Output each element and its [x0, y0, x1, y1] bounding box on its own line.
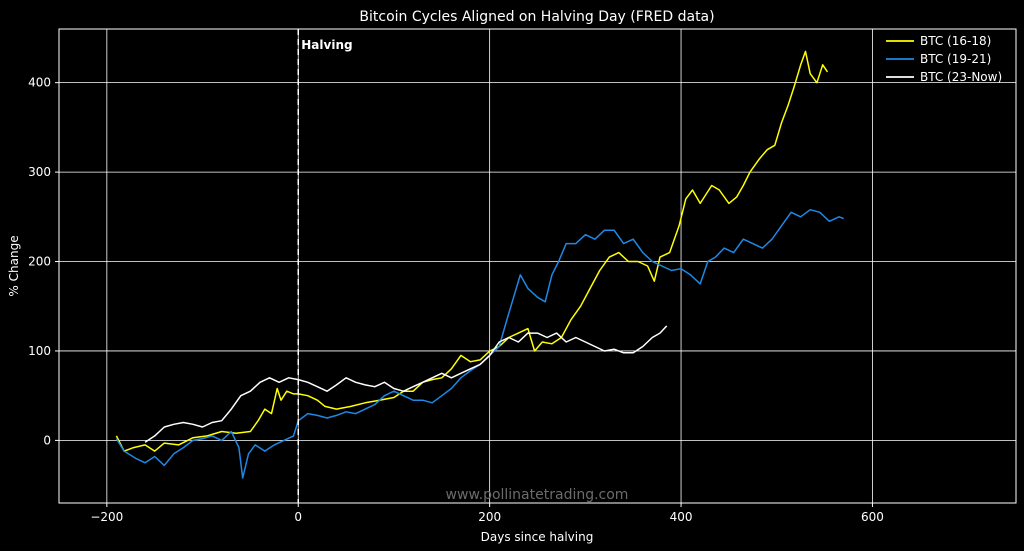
ticks: −200 0 200 400 600 0 100 200 300 400 [28, 76, 884, 524]
legend-label: BTC (23-Now) [920, 70, 1002, 84]
x-tick-label: 200 [478, 510, 501, 524]
watermark: www.pollinatetrading.com [446, 487, 629, 503]
legend: BTC (16-18) BTC (19-21) BTC (23-Now) [886, 34, 1002, 84]
grid [59, 29, 1016, 503]
y-tick-label: 400 [28, 76, 51, 90]
y-tick-label: 200 [28, 255, 51, 269]
halving-label: Halving [301, 38, 352, 52]
series-group [115, 50, 844, 479]
x-axis-label: Days since halving [481, 530, 594, 544]
series-line-btc-23-now [144, 325, 668, 443]
chart-title: Bitcoin Cycles Aligned on Halving Day (F… [359, 9, 714, 25]
x-tick-label: −200 [90, 510, 123, 524]
x-tick-label: 600 [861, 510, 884, 524]
series-line-btc-16-18 [115, 50, 829, 452]
x-tick-label: 0 [294, 510, 302, 524]
y-tick-label: 0 [43, 433, 51, 447]
x-tick-label: 400 [670, 510, 693, 524]
y-tick-label: 300 [28, 165, 51, 179]
legend-label: BTC (16-18) [920, 34, 991, 48]
plot-frame [58, 28, 1017, 504]
y-axis-label: % Change [7, 235, 21, 296]
legend-label: BTC (19-21) [920, 52, 991, 66]
halving-annotation: Halving [297, 29, 353, 503]
y-tick-label: 100 [28, 344, 51, 358]
